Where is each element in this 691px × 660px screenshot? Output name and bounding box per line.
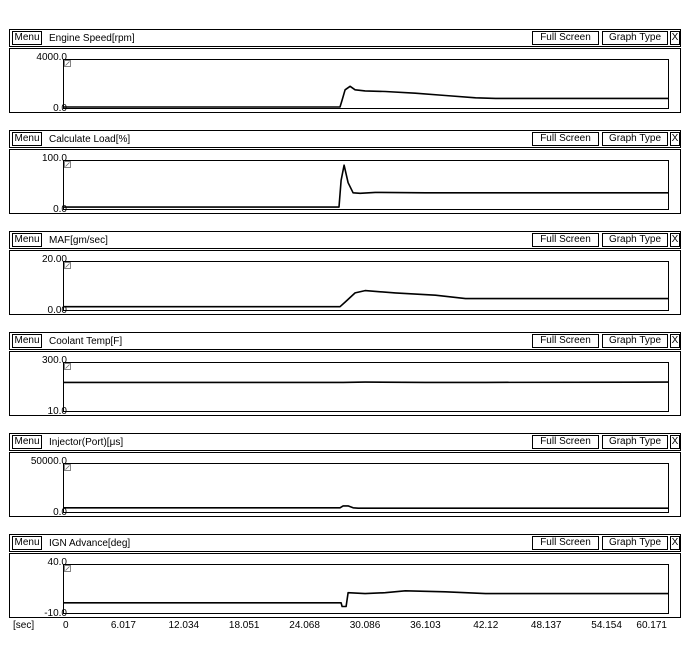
- graph-panel: Menu IGN Advance[deg] Full Screen Graph Typ…: [9, 534, 681, 619]
- graph-area: 40.0 -10.0: [9, 553, 681, 619]
- x-tick-label: 12.034: [168, 620, 200, 631]
- plot-frame: [63, 463, 669, 513]
- plot-frame: [63, 564, 669, 614]
- graph-type-button[interactable]: Graph Type: [602, 233, 668, 247]
- y-max-label: 40.0: [47, 557, 67, 568]
- y-max-label: 100.0: [41, 153, 67, 164]
- x-tick-label: 24.068: [289, 620, 320, 631]
- menu-button[interactable]: Menu: [12, 31, 42, 45]
- plot-area[interactable]: [63, 261, 669, 311]
- graph-panel: Menu Injector(Port)[μs] Full Screen Graph T…: [9, 433, 681, 518]
- series-line: [64, 164, 668, 208]
- y-min-label: 0.0: [53, 507, 67, 518]
- plot-area[interactable]: [63, 362, 669, 412]
- x-tick-label: 42.12: [473, 620, 499, 631]
- graph-header: Menu Engine Speed[rpm] Full Screen Graph Ty…: [9, 29, 681, 47]
- graph-header: Menu Calculate Load[%] Full Screen Graph Ty…: [9, 130, 681, 148]
- graph-header: Menu MAF[gm/sec] Full Screen Graph Type X: [9, 231, 681, 249]
- graph-type-button[interactable]: Graph Type: [602, 334, 668, 348]
- close-button[interactable]: X: [670, 334, 680, 348]
- graph-area: 300.0 10.0: [9, 351, 681, 417]
- y-max-label: 300.0: [41, 355, 67, 366]
- graph-area: 50000.0 0.0: [9, 452, 681, 518]
- plot-area[interactable]: [63, 463, 669, 513]
- close-button[interactable]: X: [670, 435, 680, 449]
- y-min-label: -10.0: [44, 608, 67, 619]
- x-tick-label: 36.103: [410, 620, 441, 631]
- scale-marker-stroke: [65, 61, 70, 66]
- graph-header: Menu Injector(Port)[μs] Full Screen Graph T…: [9, 433, 681, 451]
- graph-area: 100.0 0.0: [9, 149, 681, 215]
- plot-frame: [63, 261, 669, 311]
- y-max-label: 4000.0: [36, 52, 67, 63]
- y-max-label: 50000.0: [30, 456, 67, 467]
- x-tick-label: 18.051: [228, 620, 260, 631]
- full-screen-button[interactable]: Full Screen: [532, 536, 599, 550]
- plot-area[interactable]: [63, 160, 669, 210]
- x-axis: [sec] 0 6.017 12.034 18.051 24.068 30.086 36.1…: [9, 620, 681, 634]
- graph-title: MAF[gm/sec]: [49, 235, 108, 246]
- menu-button[interactable]: Menu: [12, 233, 42, 247]
- x-tick-label: 6.017: [110, 620, 136, 631]
- plot-area[interactable]: [63, 59, 669, 109]
- graph-header: Menu IGN Advance[deg] Full Screen Graph Typ…: [9, 534, 681, 552]
- close-button[interactable]: X: [670, 536, 680, 550]
- y-min-label: 0.0: [53, 204, 67, 215]
- graph-panel: Menu MAF[gm/sec] Full Screen Graph Type X 20.…: [9, 231, 681, 316]
- graph-title: IGN Advance[deg]: [49, 538, 131, 549]
- scale-marker-stroke: [65, 263, 70, 268]
- full-screen-button[interactable]: Full Screen: [532, 435, 599, 449]
- graph-panel: Menu Calculate Load[%] Full Screen Graph Ty…: [9, 130, 681, 215]
- graph-type-button[interactable]: Graph Type: [602, 536, 668, 550]
- graph-area: 4000.0 0.0: [9, 48, 681, 114]
- series-line: [64, 505, 668, 510]
- x-tick-label: 48.137: [530, 620, 562, 631]
- y-max-label: 20.00: [41, 254, 67, 265]
- y-min-label: 0.00: [47, 305, 67, 316]
- close-button[interactable]: X: [670, 233, 680, 247]
- graph-panel: Menu Engine Speed[rpm] Full Screen Graph Ty…: [9, 29, 681, 114]
- x-tick-label: 60.171: [636, 620, 667, 631]
- close-button[interactable]: X: [670, 132, 680, 146]
- series-line: [64, 85, 668, 108]
- graph-title: Injector(Port)[μs]: [49, 437, 124, 448]
- plot-frame: [63, 362, 669, 412]
- graph-title: Coolant Temp[F]: [49, 336, 123, 347]
- graph-area: 20.00 0.00: [9, 250, 681, 316]
- scale-marker-stroke: [65, 364, 70, 369]
- plot-frame: [63, 160, 669, 210]
- close-button[interactable]: X: [670, 31, 680, 45]
- menu-button[interactable]: Menu: [12, 132, 42, 146]
- scale-marker-stroke: [65, 465, 70, 470]
- plot-area[interactable]: [63, 564, 669, 614]
- graph-title: Calculate Load[%]: [49, 134, 131, 145]
- scale-marker-stroke: [65, 566, 70, 571]
- x-tick-label: 30.086: [349, 620, 381, 631]
- x-axis-unit-label: [sec]: [13, 620, 35, 631]
- series-line: [64, 589, 668, 608]
- y-min-label: 0.0: [53, 103, 67, 114]
- x-tick-label: 0: [63, 620, 69, 631]
- series-line: [64, 289, 668, 308]
- plot-frame: [63, 59, 669, 109]
- y-min-label: 10.0: [47, 406, 67, 417]
- graph-title: Engine Speed[rpm]: [49, 33, 135, 44]
- graph-panel: Menu Coolant Temp[F] Full Screen Graph Type…: [9, 332, 681, 417]
- full-screen-button[interactable]: Full Screen: [532, 233, 599, 247]
- graph-type-button[interactable]: Graph Type: [602, 435, 668, 449]
- graph-type-button[interactable]: Graph Type: [602, 31, 668, 45]
- scale-marker-stroke: [65, 162, 70, 167]
- full-screen-button[interactable]: Full Screen: [532, 31, 599, 45]
- x-tick-label: 54.154: [591, 620, 622, 631]
- graph-header: Menu Coolant Temp[F] Full Screen Graph Type…: [9, 332, 681, 350]
- full-screen-button[interactable]: Full Screen: [532, 132, 599, 146]
- menu-button[interactable]: Menu: [12, 536, 42, 550]
- menu-button[interactable]: Menu: [12, 334, 42, 348]
- graph-type-button[interactable]: Graph Type: [602, 132, 668, 146]
- menu-button[interactable]: Menu: [12, 435, 42, 449]
- full-screen-button[interactable]: Full Screen: [532, 334, 599, 348]
